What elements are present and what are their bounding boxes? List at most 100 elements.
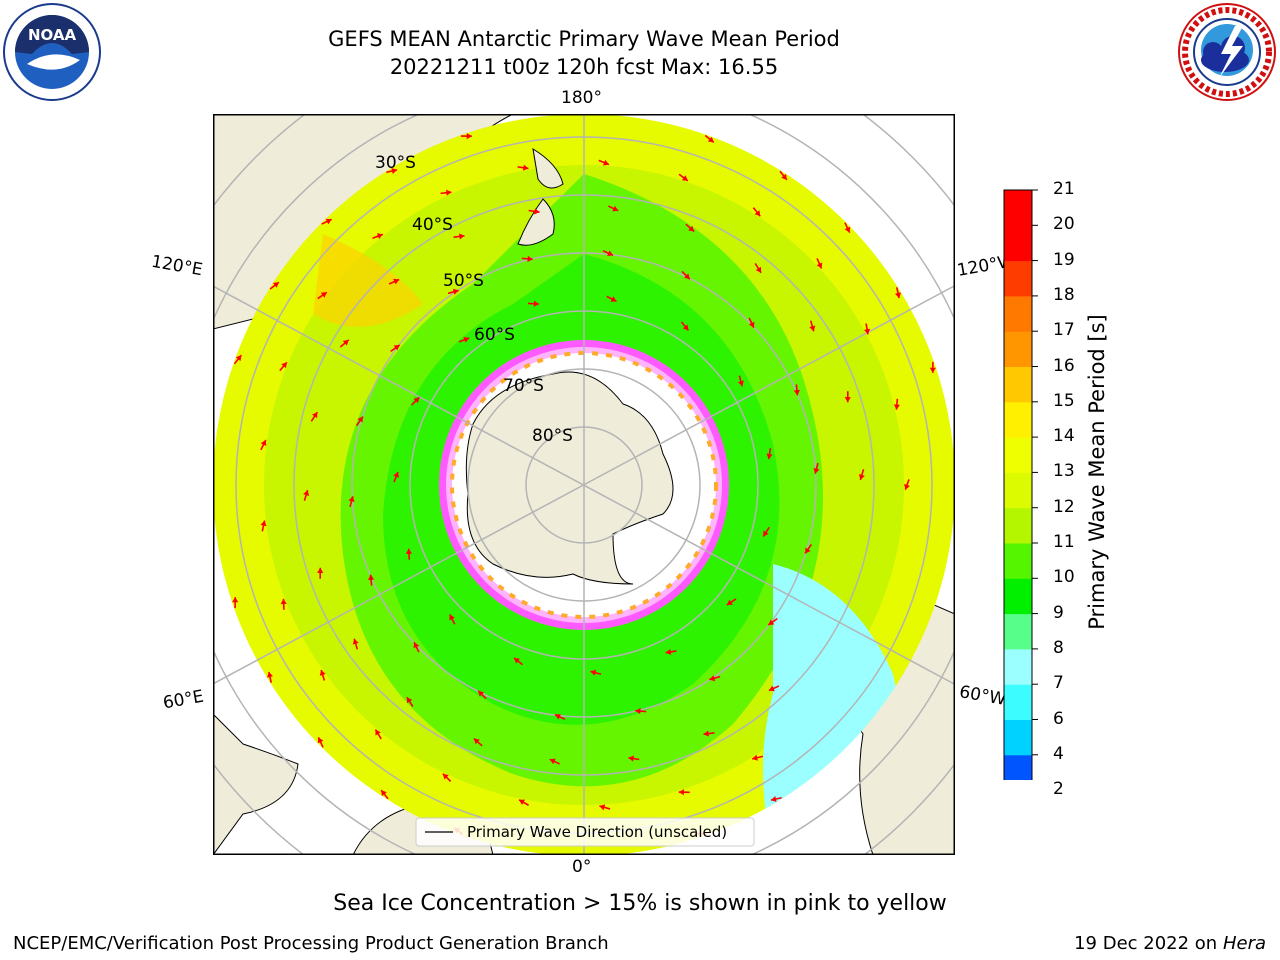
wave-arrow-head: [635, 708, 641, 715]
wave-arrow-head: [232, 597, 239, 603]
wave-arrow-head: [678, 789, 684, 796]
wave-arrow-head: [311, 412, 318, 419]
wave-arrow-head: [281, 362, 287, 369]
colorbar-tick-label: 10: [1053, 567, 1075, 588]
land-nz-south: [517, 198, 555, 246]
colorbar-tick-label: 14: [1053, 426, 1075, 447]
colorbar-segment: [1004, 684, 1032, 720]
wave-arrow-head: [610, 296, 617, 302]
wave-arrow-head: [466, 133, 472, 140]
colorbar-tick-label: 21: [1053, 179, 1075, 199]
wave-arrow-head: [413, 642, 420, 649]
wave-arrow-head: [317, 567, 324, 573]
chart-title: GEFS MEAN Antarctic Primary Wave Mean Pe…: [328, 27, 840, 51]
wave-arrow-head: [894, 292, 902, 299]
legend-box: [415, 817, 755, 847]
colorbar-tick-label: 8: [1053, 637, 1064, 658]
wave-arrow-head: [813, 467, 820, 474]
colorbar-segment: [1004, 507, 1032, 544]
wave-arrow-head: [406, 697, 413, 704]
wave-arrow-head: [533, 300, 539, 307]
colorbar-segment: [1004, 754, 1032, 780]
lat-label-40: 40°S: [412, 215, 453, 235]
wave-arrow-head: [368, 574, 375, 581]
colorbar-tick-label: 16: [1053, 355, 1075, 376]
wave-arrow-head: [763, 530, 769, 537]
wave-arrow-head: [607, 250, 614, 257]
wave-arrow-head: [737, 380, 744, 387]
wave-arrow-head: [413, 397, 420, 404]
wave-arrow-head: [681, 175, 688, 181]
wave-arrow-head: [522, 164, 529, 171]
colorbar-tick-label: 18: [1053, 284, 1075, 305]
colorbar-tick-label: 4: [1053, 743, 1064, 764]
wave-arrow-head: [844, 397, 851, 403]
colorbar-segment: [1004, 648, 1032, 685]
legend-label: Primary Wave Direction (unscaled): [467, 823, 727, 841]
wave-band-yellow-nw: [313, 234, 423, 327]
colorbar-segment: [1004, 331, 1032, 367]
wave-arrow-head: [766, 453, 773, 460]
wave-arrow-head: [381, 790, 387, 797]
date-text: 19 Dec 2022 on: [1074, 933, 1218, 954]
lon-label-120e: 120°E: [149, 251, 205, 281]
wave-arrow-head: [755, 266, 762, 273]
colorbar-segment: [1004, 719, 1032, 756]
wave-arrow-head: [393, 345, 400, 351]
wave-arrow-head: [405, 548, 413, 554]
wave-arrow-head: [683, 273, 690, 280]
wave-arrow-head: [682, 324, 689, 331]
wave-arrow-head: [844, 226, 851, 233]
lat-label-60: 60°S: [474, 325, 515, 345]
colorbar-segment: [1004, 295, 1032, 332]
wave-arrow-head: [809, 325, 816, 332]
wave-arrow-head: [768, 685, 775, 692]
wave-arrow-head: [688, 225, 695, 232]
wave-arrow-head: [449, 614, 455, 621]
colorbar-tick-label: 19: [1053, 249, 1075, 270]
wave-arrow-head: [303, 490, 310, 496]
noaa-logo: NOAA: [3, 3, 101, 101]
date-credit: 19 Dec 2022 on Hera: [1074, 933, 1266, 954]
wave-arrow-head: [603, 159, 609, 166]
wave-arrow-head: [793, 389, 800, 396]
polar-map: Primary Wave Direction (unscaled) 30°S 4…: [213, 114, 955, 855]
wave-arrow-head: [357, 416, 363, 423]
wave-arrow-head: [266, 671, 274, 678]
lat-label-50: 50°S: [443, 271, 484, 291]
colorbar-tick-label: 13: [1053, 461, 1075, 482]
colorbar-tick-label: 11: [1053, 532, 1075, 552]
wave-arrow-head: [393, 471, 400, 478]
wave-arrow-head: [929, 367, 936, 373]
colorbar-tick-label: 9: [1053, 602, 1064, 623]
colorbar-segment: [1004, 190, 1032, 226]
wave-arrow-head: [376, 233, 383, 240]
wave-arrow-head: [463, 336, 470, 343]
colorbar-tick-label: 17: [1053, 320, 1075, 341]
noaa-logo-text: NOAA: [28, 26, 77, 44]
colorbar-tick-label: 20: [1053, 214, 1075, 235]
colorbar-tick-label: 7: [1053, 673, 1064, 694]
wave-arrow-head: [805, 547, 811, 554]
wave-arrow-head: [342, 339, 349, 346]
colorbar-tick-label: 12: [1053, 496, 1075, 517]
wave-arrow-head: [452, 288, 459, 295]
wave-arrow-head: [473, 738, 480, 745]
wave-arrow-head: [554, 713, 561, 720]
lon-label-60e: 60°E: [161, 686, 206, 714]
wave-arrow-head: [748, 321, 755, 328]
wave-arrow-head: [726, 599, 733, 605]
colorbar-tick-label: 6: [1053, 708, 1064, 729]
wave-arrow-head: [519, 799, 526, 806]
wave-arrow-head: [534, 208, 540, 215]
wave-arrow-head: [527, 255, 533, 262]
colorbar-segment: [1004, 613, 1032, 650]
colorbar-label: Primary Wave Mean Period [s]: [1085, 314, 1109, 630]
land-nz-north: [532, 148, 564, 189]
colorbar-segment: [1004, 260, 1032, 297]
wave-arrow-head: [628, 755, 634, 762]
wave-arrow-head: [665, 648, 672, 655]
wave-arrow-head: [348, 496, 355, 503]
lon-label-0: 0°: [572, 857, 592, 877]
graticule: [213, 114, 955, 855]
